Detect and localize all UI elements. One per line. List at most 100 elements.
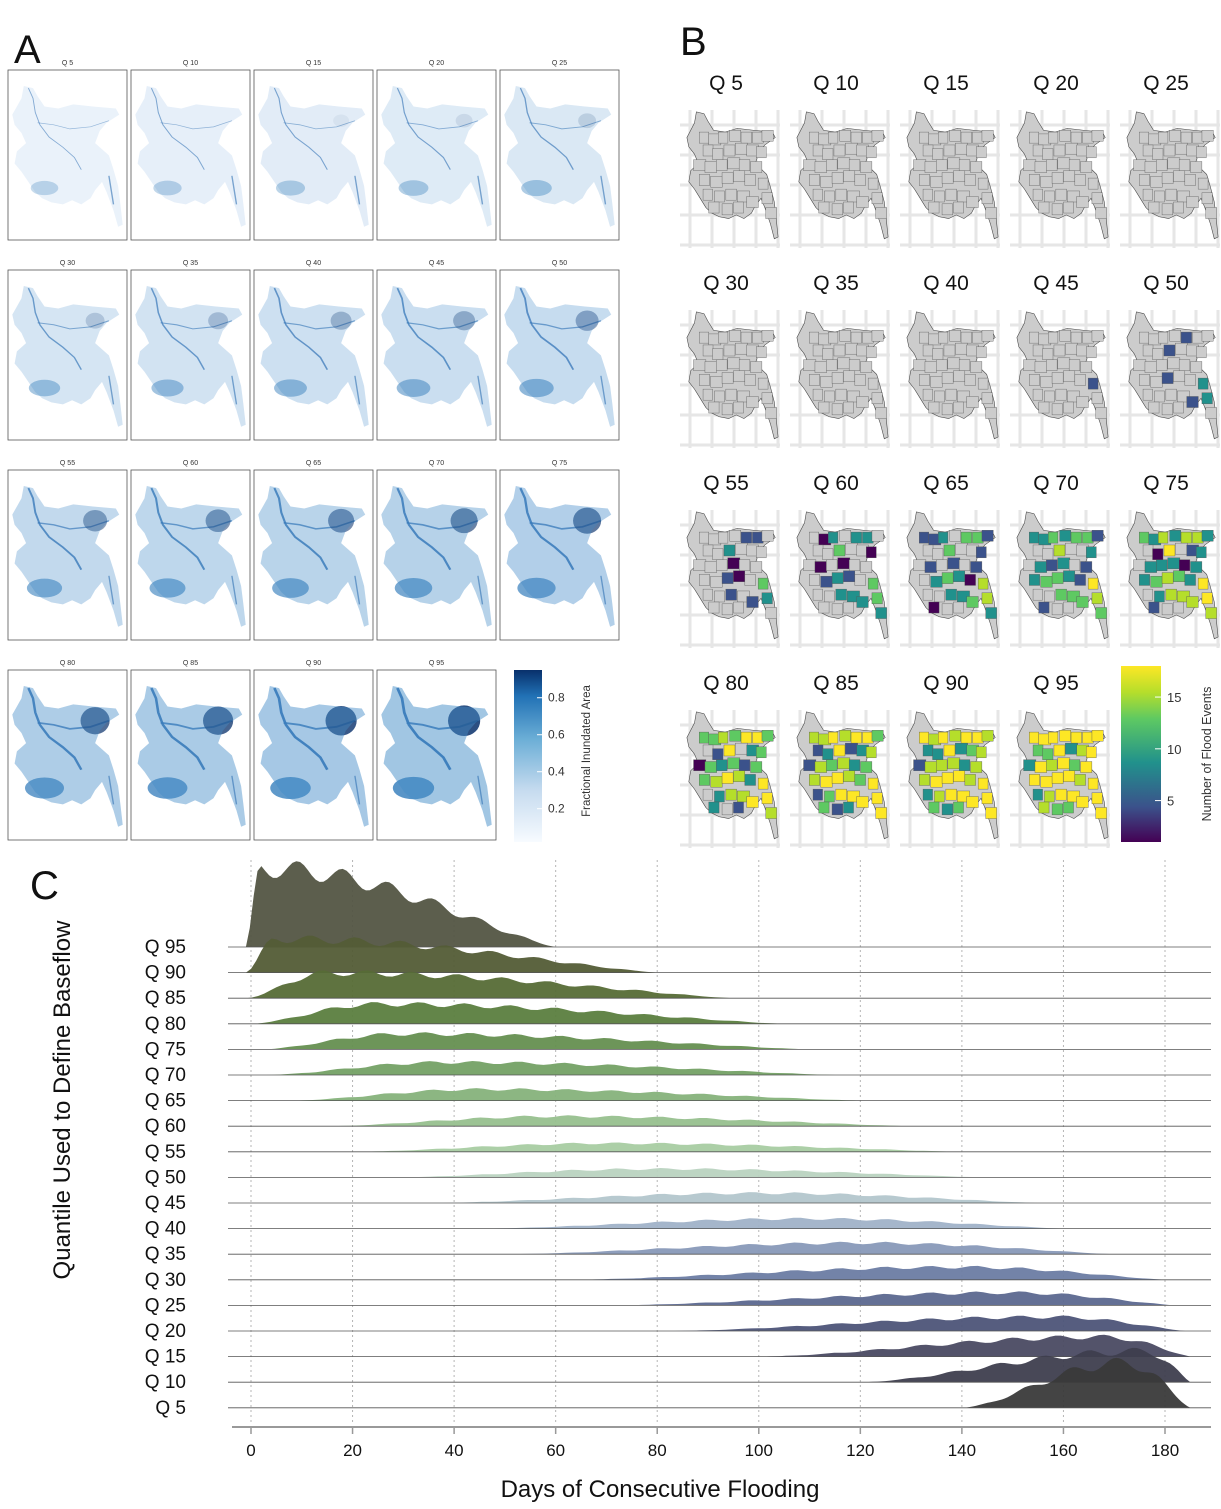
panel-a-map-q80: Q 80 bbox=[7, 660, 128, 841]
y-axis-title: Quantile Used to Define Baseflow bbox=[49, 920, 76, 1280]
panel-b-map-q80: Q 80 bbox=[680, 672, 780, 848]
ridge-area bbox=[428, 1192, 1039, 1203]
panel-b-map-q20: Q 20 bbox=[1010, 72, 1110, 248]
ridge-q85: Q 85 bbox=[145, 970, 1211, 1009]
panel-a-map-q75: Q 75 bbox=[499, 460, 620, 641]
panel-a-map-q5: Q 5 bbox=[7, 60, 128, 241]
panel-a-map-label: Q 10 bbox=[183, 60, 198, 67]
panel-a-map-label: Q 95 bbox=[429, 660, 444, 667]
panel-b-map-q30: Q 30 bbox=[680, 272, 780, 448]
panel-b-map-q70: Q 70 bbox=[1010, 472, 1110, 648]
y-tick-label: Q 25 bbox=[145, 1295, 186, 1316]
panel-b-map-q40: Q 40 bbox=[900, 272, 1000, 448]
panel-a-map-q35: Q 35 bbox=[130, 260, 251, 441]
panel-b-map-q90: Q 90 bbox=[900, 672, 1000, 848]
panel-b-map-q60: Q 60 bbox=[790, 472, 890, 648]
panel-a-maps: Q 5 Q 10 Q 15 Q 20 Q 25 Q 30 Q 35 Q 40 Q 45 Q 50 Q… bbox=[7, 60, 620, 841]
panel-b-map-q50: Q 50 bbox=[1120, 272, 1220, 448]
country-shape bbox=[381, 286, 492, 427]
panel-b-map-q65: Q 65 bbox=[900, 472, 1000, 648]
panel-b-map-q5: Q 5 bbox=[680, 72, 780, 248]
y-tick-label: Q 5 bbox=[155, 1398, 186, 1419]
ridge-q90: Q 90 bbox=[145, 935, 1211, 984]
panel-b-map-label: Q 55 bbox=[703, 472, 749, 495]
y-tick-label: Q 20 bbox=[145, 1321, 186, 1342]
country-shape bbox=[258, 286, 369, 427]
ridge-area bbox=[504, 1241, 1115, 1255]
y-tick-label: Q 85 bbox=[145, 988, 186, 1009]
panel-a-map-q25: Q 25 bbox=[499, 60, 620, 241]
country-shape bbox=[504, 86, 615, 227]
ridge-q75: Q 75 bbox=[145, 1032, 1211, 1060]
ridge-area bbox=[327, 1115, 912, 1127]
x-tick-label: 0 bbox=[246, 1441, 255, 1460]
country-shape bbox=[258, 86, 369, 227]
colorbar-a-tick-label: 0.8 bbox=[548, 691, 565, 705]
panel-a-map-q85: Q 85 bbox=[130, 660, 251, 841]
panel-b-map-q55: Q 55 bbox=[680, 472, 780, 648]
panel-b-map-q15: Q 15 bbox=[900, 72, 1000, 248]
y-tick-label: Q 60 bbox=[145, 1116, 186, 1137]
panel-b-map-label: Q 35 bbox=[813, 272, 859, 295]
country-shape bbox=[135, 86, 246, 227]
colorbar-a-title: Fractional Inundated Area bbox=[581, 685, 593, 817]
panel-b-map-q25: Q 25 bbox=[1120, 72, 1220, 248]
panel-b-map-q10: Q 10 bbox=[790, 72, 890, 248]
colorbar-b-tick-label: 10 bbox=[1167, 742, 1181, 757]
panel-a-map-q70: Q 70 bbox=[376, 460, 497, 641]
panel-a-map-q50: Q 50 bbox=[499, 260, 620, 441]
panel-a-map-q30: Q 30 bbox=[7, 260, 128, 441]
x-tick-label: 60 bbox=[546, 1441, 565, 1460]
panel-a-map-q60: Q 60 bbox=[130, 460, 251, 641]
y-tick-label: Q 10 bbox=[145, 1372, 186, 1393]
x-tick-label: 140 bbox=[948, 1441, 976, 1460]
panel-b-map-label: Q 40 bbox=[923, 272, 969, 295]
panel-b-map-q85: Q 85 bbox=[790, 672, 890, 848]
y-tick-label: Q 55 bbox=[145, 1142, 186, 1163]
colorbar-b-ramp bbox=[1121, 666, 1161, 842]
y-tick-label: Q 35 bbox=[145, 1244, 186, 1265]
panel-c-ridgeline-chart: Q 95Q 90Q 85Q 80Q 75Q 70Q 65Q 60Q 55Q 50… bbox=[49, 860, 1211, 1503]
panel-a-map-q55: Q 55 bbox=[7, 460, 128, 641]
panel-b-colorbar: 5 10 15 Number of Flood Events bbox=[1121, 666, 1214, 842]
panel-a-map-q10: Q 10 bbox=[130, 60, 251, 241]
y-tick-label: Q 65 bbox=[145, 1091, 186, 1112]
panel-a-map-q45: Q 45 bbox=[376, 260, 497, 441]
ridge-area bbox=[261, 1032, 810, 1050]
panel-a-map-q15: Q 15 bbox=[253, 60, 374, 241]
panel-a-map-label: Q 50 bbox=[552, 260, 567, 267]
panel-b-map-label: Q 95 bbox=[1033, 672, 1079, 695]
panel-b-map-label: Q 60 bbox=[813, 472, 859, 495]
y-tick-label: Q 95 bbox=[145, 937, 186, 958]
colorbar-b-tick-label: 5 bbox=[1167, 794, 1174, 809]
ridge-area bbox=[266, 1061, 835, 1075]
ridge-area bbox=[352, 1142, 962, 1152]
country-shape bbox=[381, 86, 492, 227]
country-shape bbox=[12, 286, 123, 427]
ridge-q65: Q 65 bbox=[145, 1088, 1211, 1112]
y-tick-label: Q 90 bbox=[145, 963, 186, 984]
panel-b-map-label: Q 65 bbox=[923, 472, 969, 495]
panel-a-map-label: Q 60 bbox=[183, 460, 198, 467]
panel-b-map-label: Q 20 bbox=[1033, 72, 1079, 95]
panel-b-map-label: Q 90 bbox=[923, 672, 969, 695]
ridge-area bbox=[606, 1291, 1176, 1306]
x-tick-label: 40 bbox=[445, 1441, 464, 1460]
panel-a-map-label: Q 85 bbox=[183, 660, 198, 667]
x-tick-label: 80 bbox=[648, 1441, 667, 1460]
y-tick-label: Q 70 bbox=[145, 1065, 186, 1086]
ridge-area bbox=[758, 1334, 1191, 1357]
panel-a-map-label: Q 40 bbox=[306, 260, 321, 267]
colorbar-b-tick-label: 15 bbox=[1167, 690, 1181, 705]
panel-letter-a: A bbox=[14, 28, 41, 72]
y-tick-label: Q 75 bbox=[145, 1039, 186, 1060]
ridge-area bbox=[479, 1217, 1064, 1229]
panel-a-colorbar: 0.2 0.4 0.6 0.8 Fractional Inundated Area bbox=[514, 670, 593, 842]
panel-b-map-q95: Q 95 bbox=[1010, 672, 1110, 848]
colorbar-a-tick-label: 0.2 bbox=[548, 802, 565, 816]
panel-a-map-q65: Q 65 bbox=[253, 460, 374, 641]
panel-a-map-label: Q 35 bbox=[183, 260, 198, 267]
y-tick-label: Q 30 bbox=[145, 1270, 186, 1291]
panel-a-map-label: Q 70 bbox=[429, 460, 444, 467]
x-tick-label: 120 bbox=[846, 1441, 874, 1460]
